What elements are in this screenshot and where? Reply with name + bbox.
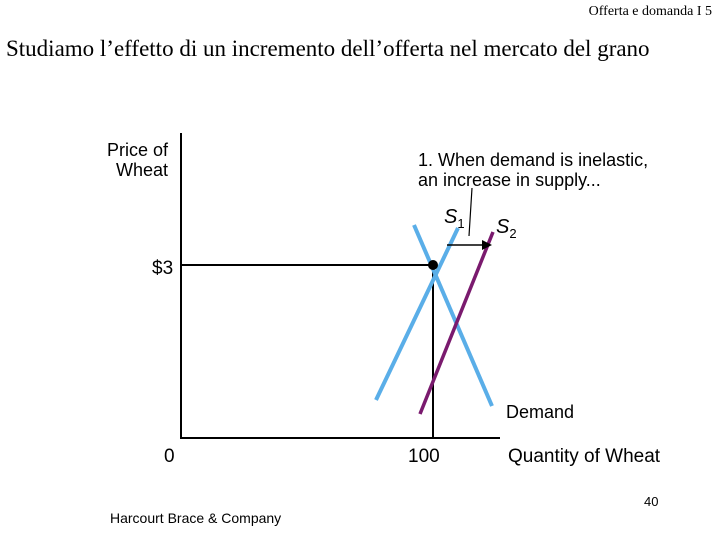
origin-label: 0	[164, 446, 175, 467]
x-axis-label: Quantity of Wheat	[508, 446, 661, 467]
s2-subscript: 2	[509, 226, 517, 241]
page-number: 40	[644, 494, 659, 509]
supply-curve-s2	[418, 231, 495, 415]
quantity-tick-label: 100	[408, 446, 440, 467]
s1-label: S1	[444, 206, 465, 231]
s2-letter: S	[496, 216, 510, 238]
slide-header: Offerta e domanda I 5	[588, 4, 712, 19]
s1-subscript: 1	[457, 216, 465, 231]
demand-curve	[412, 224, 494, 407]
inelastic-demand-annotation: 1. When demand is inelastic, an increase…	[418, 150, 649, 190]
s1-letter: S	[444, 206, 458, 228]
publisher-credit: Harcourt Brace & Company	[110, 510, 282, 526]
y-axis-label: Price of Wheat	[106, 140, 168, 180]
supply-curve-s1	[374, 227, 460, 401]
equilibrium-point	[428, 260, 438, 270]
demand-label: Demand	[506, 402, 575, 422]
annotation-pointer	[468, 187, 473, 237]
slide-title: Studiamo l’effetto di un incremento dell…	[6, 36, 650, 61]
supply-shift-arrowhead	[482, 240, 492, 250]
s2-label: S2	[496, 216, 517, 241]
price-tick-label: $3	[152, 258, 174, 279]
